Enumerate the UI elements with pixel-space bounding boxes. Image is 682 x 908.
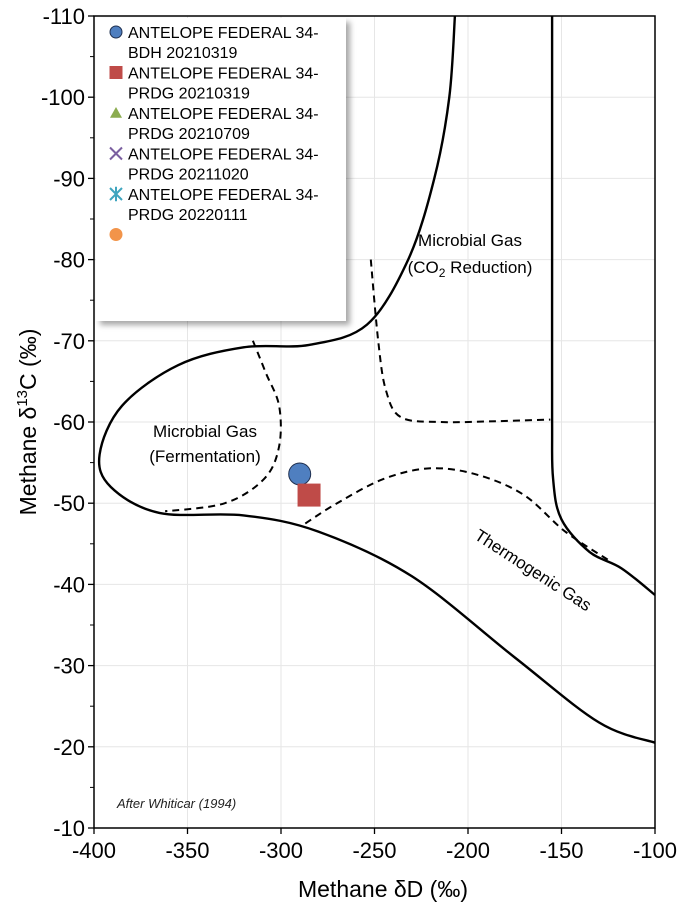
boundary-dashed-co2: [369, 259, 551, 424]
legend-label-1-line2: BDH 20210319: [128, 45, 238, 62]
x-tick-label: -250: [352, 838, 396, 863]
y-tick-label: -110: [43, 4, 85, 29]
y-tick-label: -30: [53, 654, 85, 679]
legend-label-5-line2: PRDG 20220111: [128, 207, 248, 224]
legend-marker-3: [110, 107, 122, 118]
credit-label: After Whiticar (1994): [116, 796, 236, 811]
legend-marker-5: [109, 186, 123, 202]
y-tick-label: -80: [53, 248, 85, 273]
x-tick-label: -100: [633, 838, 677, 863]
legend-box: [96, 18, 346, 321]
legend-label-2-line2: PRDG 20210319: [128, 86, 250, 103]
region-label-co2-line2: (CO2 Reduction): [408, 258, 533, 280]
axis-ticks: -400 -350 -300 -250 -200 -150 -100 -10 -20 -30 -40…: [41, 4, 677, 863]
y-tick-label: -40: [53, 572, 85, 597]
y-tick-label: -10: [53, 816, 85, 841]
boundary-dashed-fermentation: [164, 340, 282, 513]
legend-marker-2: [109, 66, 123, 79]
classification-boundaries: [97, 16, 655, 744]
data-points: [288, 462, 321, 507]
legend-label-4-line2: PRDG 20211020: [128, 167, 249, 184]
data-point-series-2: [297, 483, 321, 507]
y-tick-label: -50: [53, 491, 85, 516]
x-tick-label: -150: [539, 838, 583, 863]
region-label-fermentation-line2: (Fermentation): [149, 447, 260, 466]
x-axis-title: Methane δD (‰): [298, 876, 468, 902]
x-tick-label: -300: [259, 838, 303, 863]
legend-label-5-line1: ANTELOPE FEDERAL 34-: [128, 187, 319, 204]
y-tick-label: -100: [41, 85, 85, 110]
data-point-series-1: [288, 462, 312, 486]
legend-marker-4: [109, 146, 123, 161]
legend-marker-1: [109, 25, 123, 39]
y-tick-label: -90: [53, 166, 85, 191]
boundary-outer-right: [550, 16, 655, 596]
legend-label-1-line1: ANTELOPE FEDERAL 34-: [128, 25, 319, 42]
region-label-fermentation-line1: Microbial Gas: [153, 422, 257, 441]
y-tick-label: -60: [53, 410, 85, 435]
boundary-dashed-thermogenic: [304, 467, 609, 561]
legend-label-3-line1: ANTELOPE FEDERAL 34-: [128, 106, 319, 123]
boundary-outer-upper: [97, 16, 655, 744]
legend-marker-6: [109, 228, 123, 241]
x-tick-label: -200: [446, 838, 490, 863]
y-axis-title: Methane δ13C (‰): [14, 329, 41, 516]
legend-label-4-line1: ANTELOPE FEDERAL 34-: [128, 147, 319, 164]
legend-label-2-line1: ANTELOPE FEDERAL 34-: [128, 66, 319, 83]
x-tick-label: -350: [165, 838, 209, 863]
x-tick-label: -400: [72, 838, 116, 863]
legend: ANTELOPE FEDERAL 34- BDH 20210319 ANTELOPE…: [96, 18, 346, 321]
y-tick-label: -70: [53, 329, 85, 354]
y-tick-label: -20: [53, 735, 85, 760]
legend-label-3-line2: PRDG 20210709: [128, 126, 250, 143]
region-label-co2-line1: Microbial Gas: [418, 231, 522, 250]
legend-items: ANTELOPE FEDERAL 34- BDH 20210319 ANTELOPE…: [109, 25, 319, 241]
